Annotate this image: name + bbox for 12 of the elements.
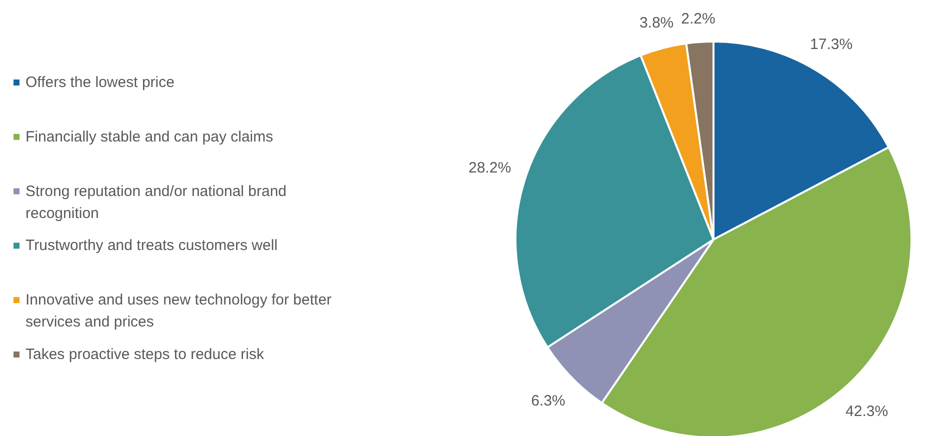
legend-label: Takes proactive steps to reduce risk [26,346,264,363]
data-label: 6.3% [531,392,566,410]
legend-label: Trustworthy and treats customers well [26,237,278,254]
data-label: 3.8% [639,14,674,32]
data-label: 2.2% [681,10,716,28]
data-label: 17.3% [810,36,853,53]
legend-label: Financially stable and can pay claims [26,128,274,146]
data-label: 28.2% [468,160,512,177]
data-label: 42.3% [846,402,888,420]
legend-label: Innovative and uses new technology for better services and prices [26,292,332,331]
legend-label: Offers the lowest price [26,74,174,91]
legend-label: Strong reputation and/or national brand recognition [26,182,287,222]
